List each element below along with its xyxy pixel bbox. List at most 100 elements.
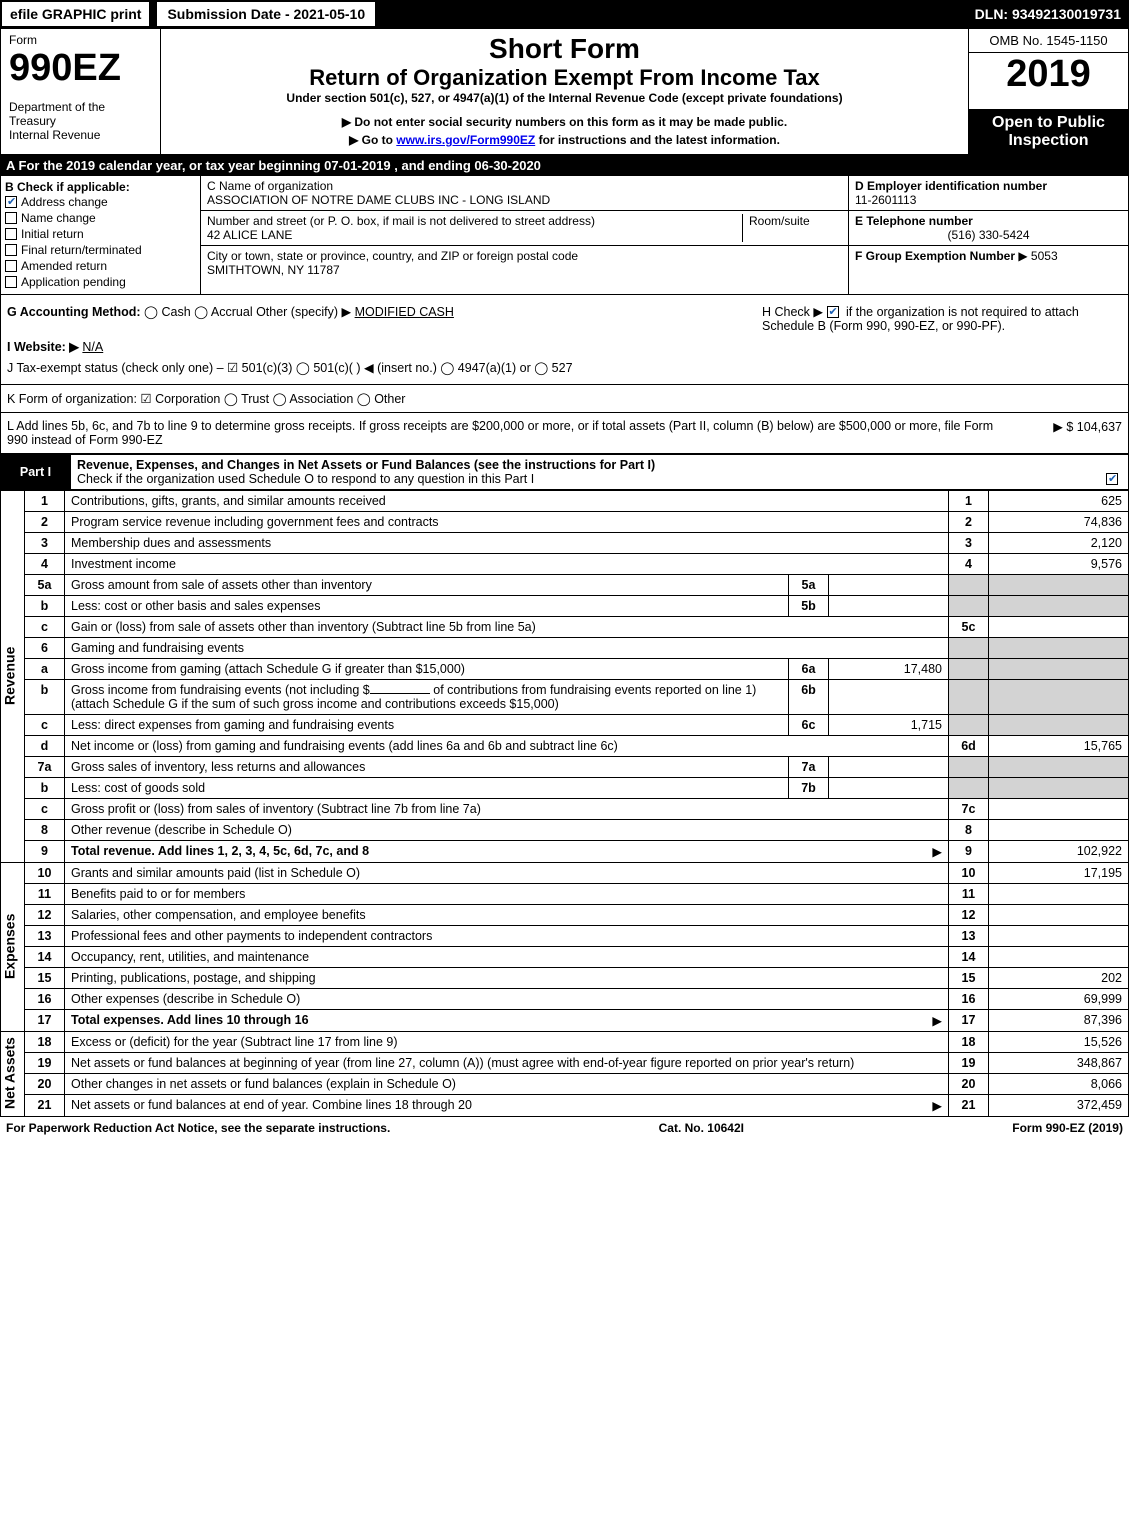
ein-label: D Employer identification number <box>855 179 1122 193</box>
city-label: City or town, state or province, country… <box>207 249 842 263</box>
line-desc: Printing, publications, postage, and shi… <box>65 967 949 988</box>
street-value: 42 ALICE LANE <box>207 228 742 242</box>
section-b-checkboxes: B Check if applicable: Address change Na… <box>1 176 201 294</box>
line-value-grey <box>989 595 1129 616</box>
line-ref-grey <box>949 756 989 777</box>
instruction-ssn: ▶ Do not enter social security numbers o… <box>169 113 960 131</box>
cb-initial-return[interactable]: Initial return <box>5 226 196 242</box>
inner-value <box>829 777 949 798</box>
checkbox-icon <box>827 306 839 318</box>
line-number: c <box>25 616 65 637</box>
line-number: a <box>25 658 65 679</box>
checkbox-icon <box>5 212 17 224</box>
cb-name-change[interactable]: Name change <box>5 210 196 226</box>
line-ref: 20 <box>949 1073 989 1094</box>
financial-table: Revenue 1 Contributions, gifts, grants, … <box>0 490 1129 1117</box>
line-desc: Net assets or fund balances at beginning… <box>65 1052 949 1073</box>
line-ref-grey <box>949 679 989 714</box>
cb-label: Address change <box>21 195 108 209</box>
line-ref: 9 <box>949 840 989 862</box>
ein-value: 11-2601113 <box>855 193 1122 207</box>
line-number: 16 <box>25 988 65 1009</box>
line-value <box>989 798 1129 819</box>
line-desc: Grants and similar amounts paid (list in… <box>65 862 949 883</box>
checkbox-icon <box>1106 473 1118 485</box>
inner-ref: 7b <box>789 777 829 798</box>
line-value: 348,867 <box>989 1052 1129 1073</box>
submission-date: Submission Date - 2021-05-10 <box>155 0 377 28</box>
line-number: 14 <box>25 946 65 967</box>
inner-ref: 7a <box>789 756 829 777</box>
line-value: 8,066 <box>989 1073 1129 1094</box>
line-value-grey <box>989 679 1129 714</box>
line-number: 5a <box>25 574 65 595</box>
efile-label[interactable]: efile GRAPHIC print <box>0 0 151 28</box>
telephone-value: (516) 330-5424 <box>855 228 1122 242</box>
line-number: 11 <box>25 883 65 904</box>
line-ref: 14 <box>949 946 989 967</box>
line-desc: Benefits paid to or for members <box>65 883 949 904</box>
line-desc: Gaming and fundraising events <box>65 637 949 658</box>
line-number: 4 <box>25 553 65 574</box>
return-title: Return of Organization Exempt From Incom… <box>169 65 960 91</box>
inner-value: 1,715 <box>829 714 949 735</box>
checkbox-icon <box>5 260 17 272</box>
line-desc: Total expenses. Add lines 10 through 16 … <box>65 1009 949 1031</box>
line-number: b <box>25 777 65 798</box>
line-ref: 19 <box>949 1052 989 1073</box>
cb-application-pending[interactable]: Application pending <box>5 274 196 290</box>
line-value-grey <box>989 658 1129 679</box>
irs-link[interactable]: www.irs.gov/Form990EZ <box>396 133 535 147</box>
inner-value <box>829 595 949 616</box>
line-number: d <box>25 735 65 756</box>
top-bar: efile GRAPHIC print Submission Date - 20… <box>0 0 1129 28</box>
under-section: Under section 501(c), 527, or 4947(a)(1)… <box>169 91 960 105</box>
line-number: 6 <box>25 637 65 658</box>
net-assets-side-label: Net Assets <box>1 1031 25 1116</box>
part1-check: Check if the organization used Schedule … <box>77 472 534 486</box>
open-public-inspection: Open to Public Inspection <box>969 109 1129 154</box>
street-label: Number and street (or P. O. box, if mail… <box>207 214 742 228</box>
line-value: 625 <box>989 490 1129 511</box>
line-number: 7a <box>25 756 65 777</box>
line-number: c <box>25 714 65 735</box>
line-ref: 5c <box>949 616 989 637</box>
line-number: 19 <box>25 1052 65 1073</box>
page-footer: For Paperwork Reduction Act Notice, see … <box>0 1117 1129 1139</box>
l-value: ▶ $ 104,637 <box>1002 419 1122 447</box>
line-desc: Other revenue (describe in Schedule O) <box>65 819 949 840</box>
line-ref: 10 <box>949 862 989 883</box>
line-desc: Investment income <box>65 553 949 574</box>
line-ref: 6d <box>949 735 989 756</box>
line-number: 15 <box>25 967 65 988</box>
inner-ref: 6c <box>789 714 829 735</box>
part1-title: Revenue, Expenses, and Changes in Net As… <box>77 458 655 472</box>
cb-address-change[interactable]: Address change <box>5 194 196 210</box>
line-desc: Other expenses (describe in Schedule O) <box>65 988 949 1009</box>
line-value: 372,459 <box>989 1094 1129 1116</box>
line-desc: Gross income from gaming (attach Schedul… <box>65 658 789 679</box>
line-desc: Gain or (loss) from sale of assets other… <box>65 616 949 637</box>
line-desc: Less: cost or other basis and sales expe… <box>65 595 789 616</box>
cb-final-return[interactable]: Final return/terminated <box>5 242 196 258</box>
line-ref: 21 <box>949 1094 989 1116</box>
line-desc: Professional fees and other payments to … <box>65 925 949 946</box>
cb-amended-return[interactable]: Amended return <box>5 258 196 274</box>
line-ref: 2 <box>949 511 989 532</box>
line-ref: 15 <box>949 967 989 988</box>
line-number: 9 <box>25 840 65 862</box>
line-desc: Gross profit or (loss) from sales of inv… <box>65 798 949 819</box>
org-name: ASSOCIATION OF NOTRE DAME CLUBS INC - LO… <box>207 193 842 207</box>
inner-ref: 5b <box>789 595 829 616</box>
line-number: b <box>25 595 65 616</box>
line-value: 87,396 <box>989 1009 1129 1031</box>
footer-mid: Cat. No. 10642I <box>659 1121 744 1135</box>
line-desc: Gross sales of inventory, less returns a… <box>65 756 789 777</box>
website-value: N/A <box>82 340 103 354</box>
section-def: D Employer identification number 11-2601… <box>848 176 1128 294</box>
line-value: 15,526 <box>989 1031 1129 1052</box>
line-value: 17,195 <box>989 862 1129 883</box>
line-value: 15,765 <box>989 735 1129 756</box>
section-a-tax-year: A For the 2019 calendar year, or tax yea… <box>0 155 1129 176</box>
line-value: 69,999 <box>989 988 1129 1009</box>
